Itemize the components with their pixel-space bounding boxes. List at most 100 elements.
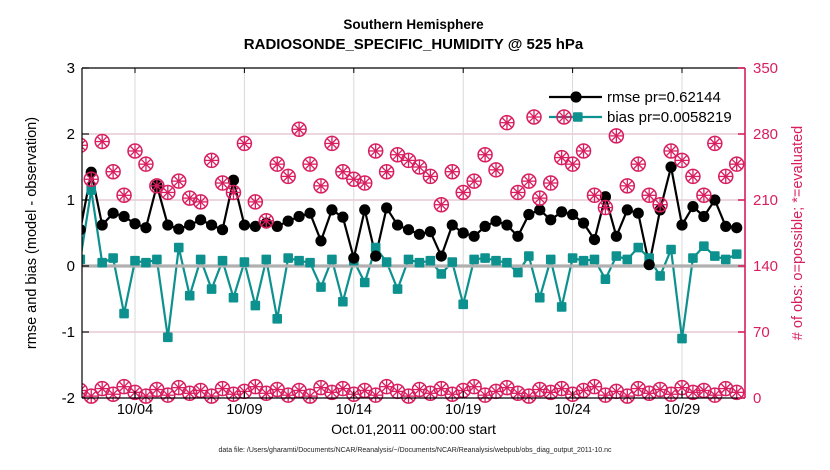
evaluated-obs-marker	[291, 382, 307, 399]
possible-obs-marker	[411, 159, 428, 175]
bias-marker	[184, 290, 195, 301]
rmse-marker	[709, 194, 721, 206]
rmse-marker	[610, 230, 622, 242]
left-axis-label: rmse and bias (model - observation)	[24, 116, 40, 350]
bias-marker	[130, 255, 140, 266]
rmse-marker	[621, 204, 633, 216]
possible-obs-marker	[280, 168, 296, 185]
rmse-marker	[293, 210, 305, 223]
bias-marker	[327, 254, 337, 265]
obs-star-glyph	[731, 158, 743, 170]
possible-obs-marker	[466, 173, 482, 189]
bias-marker	[655, 271, 665, 281]
evaluated-obs-marker	[466, 378, 482, 395]
evaluated-obs-marker	[83, 388, 99, 404]
obs-star-glyph	[337, 383, 349, 394]
bias-marker	[458, 299, 468, 310]
possible-obs-marker	[663, 143, 679, 159]
possible-obs-marker	[521, 173, 537, 189]
bias-marker	[447, 257, 458, 267]
possible-obs-marker	[510, 184, 526, 201]
possible-obs-marker	[82, 137, 89, 153]
rmse-marker	[687, 201, 699, 213]
obs-star-glyph	[173, 382, 185, 394]
right-tick-label: 350	[753, 60, 778, 77]
possible-obs-marker	[641, 187, 657, 204]
rmse-marker	[435, 250, 447, 262]
obs-star-glyph	[687, 386, 699, 398]
bias-marker	[195, 254, 206, 265]
rmse-marker	[599, 191, 612, 203]
evaluated-obs-marker	[192, 382, 209, 399]
obs-star-glyph	[512, 187, 524, 198]
rmse-marker	[249, 220, 261, 232]
possible-obs-marker	[192, 194, 209, 210]
evaluated-obs-marker	[116, 378, 132, 395]
rmse-marker	[107, 207, 119, 219]
x-tick-label: 10/19	[445, 402, 481, 418]
possible-obs-marker	[324, 135, 340, 152]
obs-star-glyph	[82, 146, 86, 151]
obs-star-glyph	[337, 166, 349, 178]
obs-star-glyph	[96, 383, 108, 394]
legend-entry-bias: bias pr=0.0058219	[607, 109, 732, 126]
possible-obs-marker	[269, 156, 285, 172]
rmse-marker	[271, 220, 283, 232]
obs-star-glyph	[260, 215, 272, 227]
possible-obs-marker	[696, 187, 712, 204]
possible-obs-marker	[335, 163, 351, 180]
possible-obs-marker	[575, 143, 592, 159]
obs-star-glyph	[326, 138, 338, 149]
rmse-marker	[512, 230, 524, 242]
obs-star-glyph	[392, 385, 403, 397]
rmse-marker	[490, 215, 502, 227]
right-tick-label: 280	[753, 126, 778, 143]
bias-marker	[250, 300, 261, 311]
rmse-marker	[468, 230, 480, 242]
possible-obs-marker	[160, 184, 176, 201]
rmse-marker	[446, 219, 458, 231]
obs-star-glyph	[206, 154, 217, 166]
obs-star-glyph	[558, 111, 570, 123]
x-tick-label: 10/09	[226, 402, 262, 418]
bias-marker	[108, 253, 118, 263]
x-tick-label: 10/29	[664, 402, 700, 418]
bias-marker	[338, 296, 348, 307]
possible-obs-marker	[105, 163, 121, 180]
possible-obs-marker	[83, 171, 99, 188]
bias-marker	[228, 292, 239, 303]
chart-title: Southern Hemisphere	[343, 17, 484, 32]
rmse-marker	[227, 174, 240, 186]
rmse-marker	[129, 218, 141, 230]
possible-obs-marker	[367, 143, 384, 159]
possible-obs-marker	[389, 146, 406, 163]
obs-star-glyph	[173, 175, 185, 187]
evaluated-obs-marker	[630, 380, 646, 397]
obs-star-glyph	[632, 158, 644, 170]
obs-star-glyph	[512, 387, 524, 399]
rmse-marker	[348, 252, 360, 264]
evaluated-obs-marker	[586, 378, 603, 395]
rmse-marker	[118, 210, 130, 223]
obs-star-glyph	[479, 149, 491, 161]
obs-star-glyph	[621, 180, 633, 192]
obs-star-glyph	[348, 173, 360, 185]
rmse-marker	[82, 224, 86, 236]
possible-obs-marker	[630, 156, 646, 172]
evaluated-obs-marker	[94, 380, 110, 397]
bias-marker	[633, 242, 644, 253]
rmse-marker	[326, 204, 338, 216]
obs-star-glyph	[534, 192, 546, 204]
possible-obs-marker	[586, 187, 603, 204]
obs-star-glyph	[457, 187, 469, 198]
obs-star-glyph	[217, 177, 228, 189]
obs-star-glyph	[468, 175, 480, 187]
bias-marker	[480, 253, 490, 263]
bias-marker	[589, 254, 600, 265]
chart-subtitle: RADIOSONDE_SPECIFIC_HUMIDITY @ 525 hPa	[243, 36, 584, 53]
possible-obs-marker	[597, 199, 614, 216]
right-tick-label: 140	[753, 258, 778, 275]
rmse-marker	[315, 235, 327, 247]
obs-star-glyph	[249, 381, 261, 393]
